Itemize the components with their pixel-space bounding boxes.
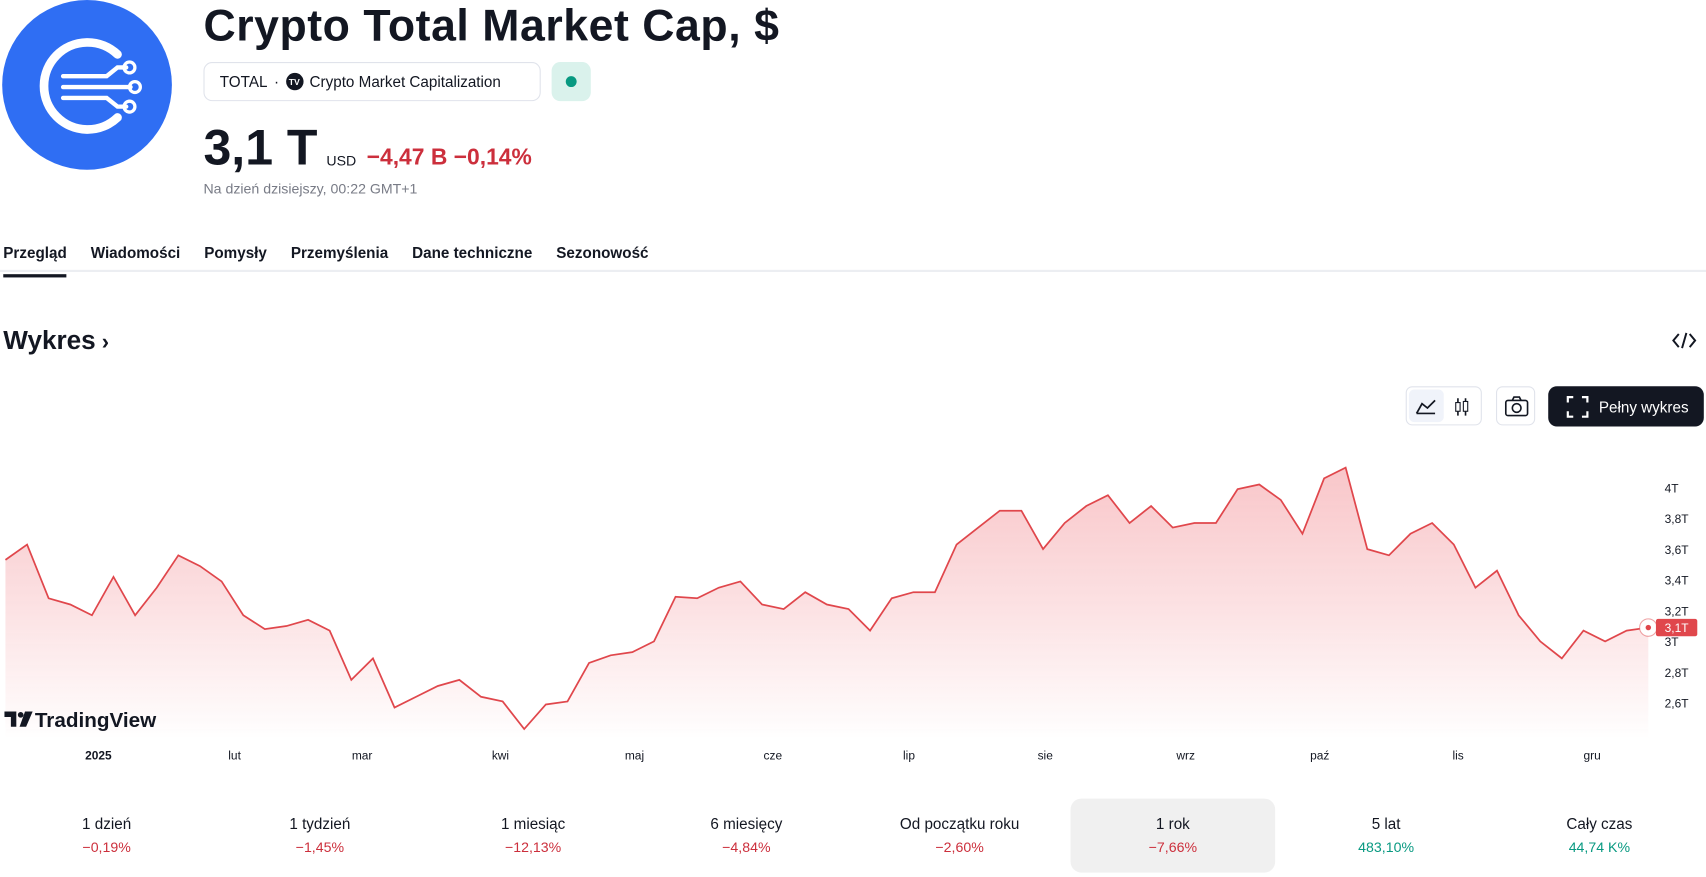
separator: ·	[273, 72, 280, 91]
x-tick-label: paź	[1310, 748, 1329, 762]
period: 1 tydzień	[289, 814, 351, 833]
period: Cały czas	[1566, 814, 1633, 833]
tabs: Przegląd Wiadomości Pomysły Przemyślenia Dan…	[3, 243, 649, 278]
brand: TradingView	[34, 709, 157, 733]
tab[interactable]: Wiadomości	[90, 243, 181, 262]
full-chart-button[interactable]: Pełny wykres	[1548, 386, 1704, 427]
x-tick-label: mar	[352, 748, 373, 762]
line	[4, 466, 1649, 731]
last-value-label: 3,1T	[1665, 621, 1690, 635]
period: 6 miesięcy	[710, 814, 783, 833]
currency: USD	[326, 152, 357, 169]
source-icon: TV	[285, 72, 304, 91]
y-tick-label: 4T	[1665, 481, 1680, 495]
performance-cell[interactable]: 1 miesiąc −12,13%	[431, 799, 636, 873]
performance-cell[interactable]: 6 miesięcy −4,84%	[644, 799, 849, 873]
last-point-dot	[1645, 624, 1652, 631]
period: 5 lat	[1371, 814, 1401, 833]
chevron: ›	[95, 330, 109, 355]
tab[interactable]: Dane techniczne	[412, 243, 533, 262]
section-title[interactable]: Wykres ›	[3, 326, 109, 356]
period-change: −12,13%	[505, 838, 562, 856]
x-tick-label: lut	[228, 748, 241, 762]
last-value-box	[1655, 618, 1698, 637]
performance-cell[interactable]: 1 rok −7,66%	[1070, 798, 1276, 873]
period-change: −0,19%	[82, 838, 131, 856]
tab-divider	[0, 269, 1706, 272]
y-tick-label: 3,2T	[1665, 604, 1690, 618]
change-pct: −0,14%	[453, 144, 532, 170]
period: 1 dzień	[82, 814, 132, 833]
embed-icon[interactable]	[1671, 330, 1697, 352]
tab[interactable]: Przegląd	[3, 244, 67, 278]
period-change: 483,10%	[1358, 838, 1415, 856]
area	[5, 467, 1649, 740]
x-tick-label: kwi	[492, 748, 509, 762]
section-title-text: Wykres	[3, 326, 96, 356]
x-tick-label: sie	[1038, 748, 1054, 762]
price: 3,1 T	[203, 118, 318, 176]
x-tick-label: lis	[1452, 748, 1463, 762]
y-tick-label: 3T	[1665, 635, 1680, 649]
tab[interactable]: Sezonowość	[556, 243, 649, 262]
tab[interactable]: Pomysły	[204, 243, 267, 262]
full-chart-label: Pełny wykres	[1598, 397, 1689, 416]
y-tick-label: 3,4T	[1665, 574, 1690, 588]
status-indicator	[551, 62, 591, 102]
source: Crypto Market Capitalization	[309, 72, 501, 91]
period: 1 rok	[1155, 814, 1190, 833]
performance-cell[interactable]: 1 dzień −0,19%	[4, 799, 209, 873]
change-abs: −4,47 B	[366, 144, 448, 170]
tab[interactable]: Przemyślenia	[290, 243, 389, 262]
change: −4,47 B −0,14%	[367, 145, 532, 171]
brand-logo	[4, 711, 33, 727]
ticker: TOTAL	[219, 72, 268, 91]
y-tick-label: 2,8T	[1665, 666, 1690, 680]
period-change: −1,45%	[295, 838, 345, 856]
logo	[2, 0, 172, 170]
performance-cell[interactable]: Cały czas 44,74 K%	[1497, 799, 1702, 873]
y-tick-label: 3,6T	[1665, 543, 1690, 557]
title: Crypto Total Market Cap, $	[203, 0, 780, 51]
period-change: −7,66%	[1148, 838, 1198, 856]
performance-cell[interactable]: Od początku roku −2,60%	[857, 799, 1062, 873]
period: Od początku roku	[899, 814, 1020, 833]
x-tick-label: 2025	[85, 748, 112, 762]
symbol-pill[interactable]: TOTAL · TV Crypto Market Capitalization	[203, 62, 541, 102]
period-change: −2,60%	[935, 838, 984, 856]
y-tick-label: 3,8T	[1665, 512, 1690, 526]
performance-cell[interactable]: 1 tydzień −1,45%	[218, 799, 423, 873]
y-tick-label: 2,6T	[1665, 697, 1690, 711]
x-tick-label: gru	[1583, 748, 1600, 762]
chart-style-toggle[interactable]	[1405, 386, 1482, 426]
performance-cell[interactable]: 5 lat 483,10%	[1284, 799, 1489, 873]
snapshot-button[interactable]	[1496, 386, 1536, 426]
x-tick-label: cze	[764, 748, 783, 762]
period-change: 44,74 K%	[1568, 838, 1631, 856]
x-tick-label: wrz	[1175, 748, 1195, 762]
x-tick-label: maj	[625, 748, 644, 762]
x-tick-label: lip	[903, 748, 915, 762]
period: 1 miesiąc	[500, 814, 566, 833]
period-change: −4,84%	[722, 838, 771, 856]
performance-row: 1 dzień −0,19% 1 tydzień −1,45% 1 miesiąc −12…	[0, 798, 1706, 873]
timestamp: Na dzień dzisiejszy, 00:22 GMT+1	[203, 180, 418, 197]
chart: 2,6T 2,8T 3T 3,2T 3,4T 3,6T 3,8T 4T 2025 lut mar kw…	[4, 466, 1698, 762]
